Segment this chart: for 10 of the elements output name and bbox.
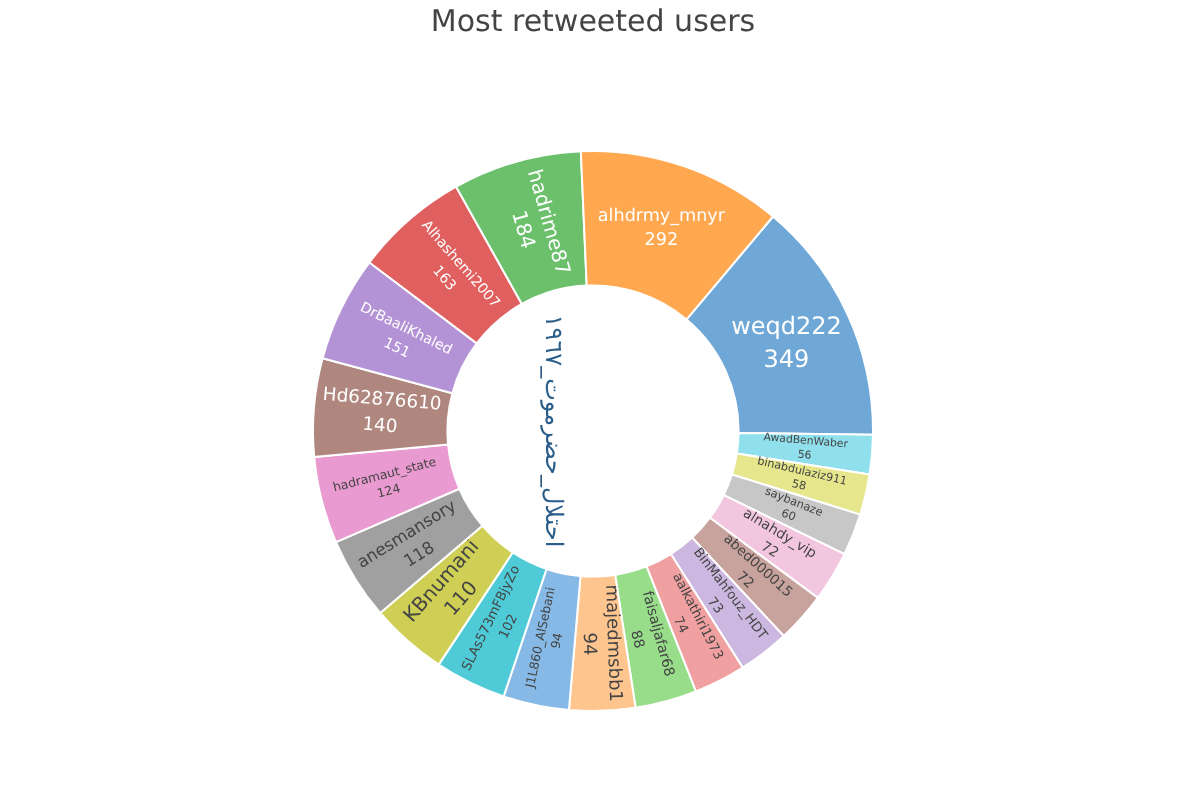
data-label: 94 <box>577 632 599 657</box>
data-label: 292 <box>644 231 679 252</box>
slice-label: majedmsbb1 <box>600 584 625 703</box>
text: احتلال_حضرموت_١٩٦٧ <box>539 314 568 548</box>
slice-label: weqd222 <box>731 311 842 340</box>
slice-label: Hd62876610 <box>321 383 443 416</box>
chart-title: Most retweeted users <box>430 3 756 39</box>
data-label: 140 <box>361 413 399 439</box>
data-label: 349 <box>763 345 810 374</box>
slice-label: alhdrmy_mnyr <box>597 207 726 228</box>
